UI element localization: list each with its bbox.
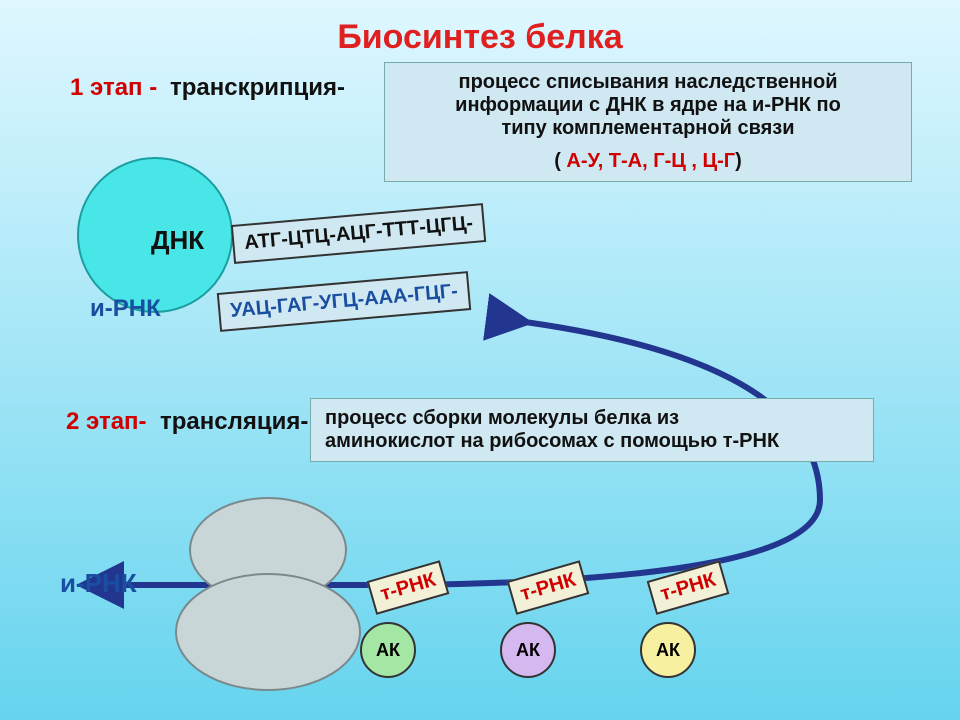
info2-line1: процесс сборки молекулы белка из [325, 407, 859, 430]
stage1-name: транскрипция- [170, 74, 345, 102]
info1-line1: процесс списывания наследственной [399, 71, 897, 94]
info1-line3: типу комплементарной связи [399, 117, 897, 140]
info1-paren-close: ) [735, 150, 742, 172]
dna-label: ДНК [151, 225, 204, 256]
stage2-name: трансляция- [160, 408, 308, 436]
amino-acid-0: АК [360, 622, 416, 678]
stage1-number: 1 этап - [70, 74, 157, 102]
info1-pairs-row: ( А-У, Т-А, Г-Ц , Ц-Г) [399, 150, 897, 173]
info1-line2: информации с ДНК в ядре на и-РНК по [399, 94, 897, 117]
info1-paren-open: ( [554, 150, 566, 172]
info2-line2: аминокислот на рибосомах с помощью т-РНК [325, 430, 859, 453]
translation-description: процесс сборки молекулы белка из аминоки… [310, 398, 874, 462]
page-title: Биосинтез белка [0, 18, 960, 57]
irna-label-bottom: и-РНК [60, 568, 137, 599]
amino-acid-2: АК [640, 622, 696, 678]
stage2-number: 2 этап- [66, 408, 147, 436]
amino-acid-1: АК [500, 622, 556, 678]
irna-label-top: и-РНК [90, 295, 161, 323]
complementary-pairs: А-У, Т-А, Г-Ц , Ц-Г [566, 150, 735, 172]
transcription-description: процесс списывания наследственной информ… [384, 62, 912, 182]
